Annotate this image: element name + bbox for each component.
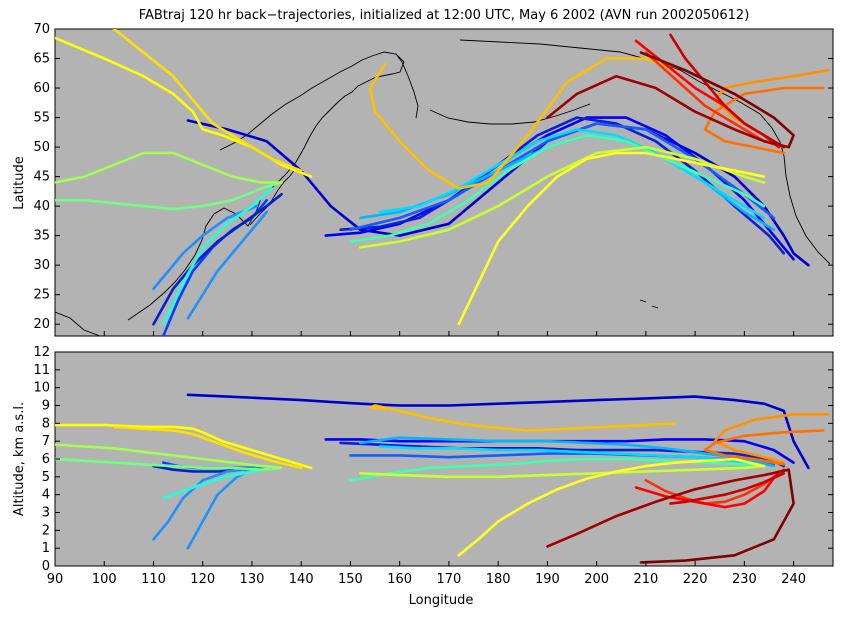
map-trajectory-5 [349,122,776,231]
map-y-tick-label: 25 [33,288,50,303]
altitude-trajectory-2 [339,441,786,468]
map-y-tick-label: 20 [33,317,50,332]
map-trajectory-11 [349,134,766,243]
altitude-y-tick-label: 10 [33,381,50,396]
coastline-asia [127,51,405,321]
altitude-trajectory-18 [368,404,677,432]
altitude-trajectory-25 [639,468,795,564]
map-trajectory-18 [368,57,677,190]
map-trajectories [55,29,830,336]
altitude-y-tick-label: 7 [42,434,50,449]
x-tick-label: 100 [92,572,117,587]
x-axis-label: Longitude [409,593,474,608]
altitude-trajectory-11 [349,457,766,482]
coastline-kamchatka [395,53,419,119]
map-trajectory-16 [457,151,766,326]
map-trajectory-12 [55,181,283,211]
altitude-trajectory-19 [713,413,830,464]
map-y-tick-label: 50 [33,140,50,155]
map-panel: 20 25 30 35 40 45 50 55 60 65 70 Latitude [12,22,834,337]
coastline-alaska [459,39,831,265]
altitude-y-tick-label: 5 [42,470,50,485]
altitude-trajectory-7 [152,466,259,541]
map-y-ticks: 20 25 30 35 40 45 50 55 60 65 70 [33,22,833,332]
altitude-y-tick-label: 11 [33,363,50,378]
map-y-tick-label: 60 [33,81,50,96]
map-y-tick-label: 30 [33,258,50,273]
map-trajectory-24 [546,74,790,149]
altitude-trajectory-14 [359,464,766,479]
x-tick-label: 150 [338,572,363,587]
coastline-southeast-asia [55,311,101,336]
x-tick-label: 120 [190,572,215,587]
x-tick-label: 180 [486,572,511,587]
x-tick-label: 220 [683,572,708,587]
map-y-tick-label: 35 [33,229,50,244]
x-tick-label: 160 [387,572,412,587]
altitude-trajectory-15 [55,423,313,470]
map-trajectory-4 [152,193,283,326]
map-trajectory-1 [324,116,795,261]
map-y-axis-label: Latitude [12,156,27,210]
x-tick-label: 140 [289,572,314,587]
x-tick-label: 90 [47,572,64,587]
map-trajectory-23 [669,33,786,149]
map-trajectory-17 [112,29,303,172]
altitude-x-ticks: 90 100 110 120 130 140 150 160 170 180 190 200 210 22… [47,331,806,587]
altitude-trajectory-24 [546,468,790,548]
altitude-trajectories [55,393,830,564]
coastline-aleutians [429,103,591,125]
chart-title: FABtraj 120 hr back−trajectories, initia… [139,8,750,23]
altitude-trajectory-9 [378,445,766,468]
altitude-trajectory-17 [112,425,303,470]
map-trajectory-9 [378,128,766,220]
altitude-y-tick-label: 9 [42,399,50,414]
x-tick-label: 170 [437,572,462,587]
altitude-trajectory-22 [634,470,781,509]
x-tick-label: 190 [535,572,560,587]
altitude-y-tick-label: 4 [42,488,50,503]
altitude-trajectory-20 [703,429,825,466]
map-trajectory-25 [639,51,795,149]
altitude-trajectory-0 [186,393,810,470]
x-tick-label: 130 [240,572,265,587]
coastline-japan [249,167,297,226]
altitude-y-tick-label: 8 [42,416,50,431]
map-trajectory-13 [55,151,283,184]
map-y-tick-label: 40 [33,199,50,214]
map-y-tick-label: 55 [33,111,50,126]
map-trajectory-10 [162,187,273,326]
altitude-y-tick-label: 6 [42,452,50,467]
altitude-trajectory-12 [55,457,283,471]
altitude-trajectory-10 [162,466,273,500]
map-y-tick-label: 70 [33,22,50,37]
altitude-y-tick-label: 3 [42,506,50,521]
map-y-tick-label: 45 [33,170,50,185]
altitude-trajectory-8 [359,436,776,468]
altitude-y-tick-label: 12 [33,345,50,360]
x-tick-label: 240 [781,572,806,587]
x-tick-label: 200 [584,572,609,587]
x-tick-label: 210 [633,572,658,587]
x-tick-label: 110 [141,572,166,587]
altitude-trajectory-1 [324,438,795,464]
map-trajectory-20 [703,86,825,155]
map-y-tick-label: 65 [33,52,50,67]
x-tick-label: 230 [732,572,757,587]
altitude-y-tick-label: 2 [42,523,50,538]
coastline-hawaii [639,299,659,309]
altitude-y-tick-label: 1 [42,541,50,556]
coastlines [55,39,831,336]
map-trajectory-6 [186,210,268,320]
altitude-y-tick-label: 0 [42,559,50,574]
altitude-trajectory-13 [55,443,283,470]
altitude-trajectory-21 [644,468,786,505]
map-trajectory-7 [152,204,259,291]
altitude-y-axis-label: Altitude, km a.s.l. [12,402,27,516]
altitude-trajectory-23 [669,472,786,505]
altitude-trajectory-16 [457,457,766,557]
